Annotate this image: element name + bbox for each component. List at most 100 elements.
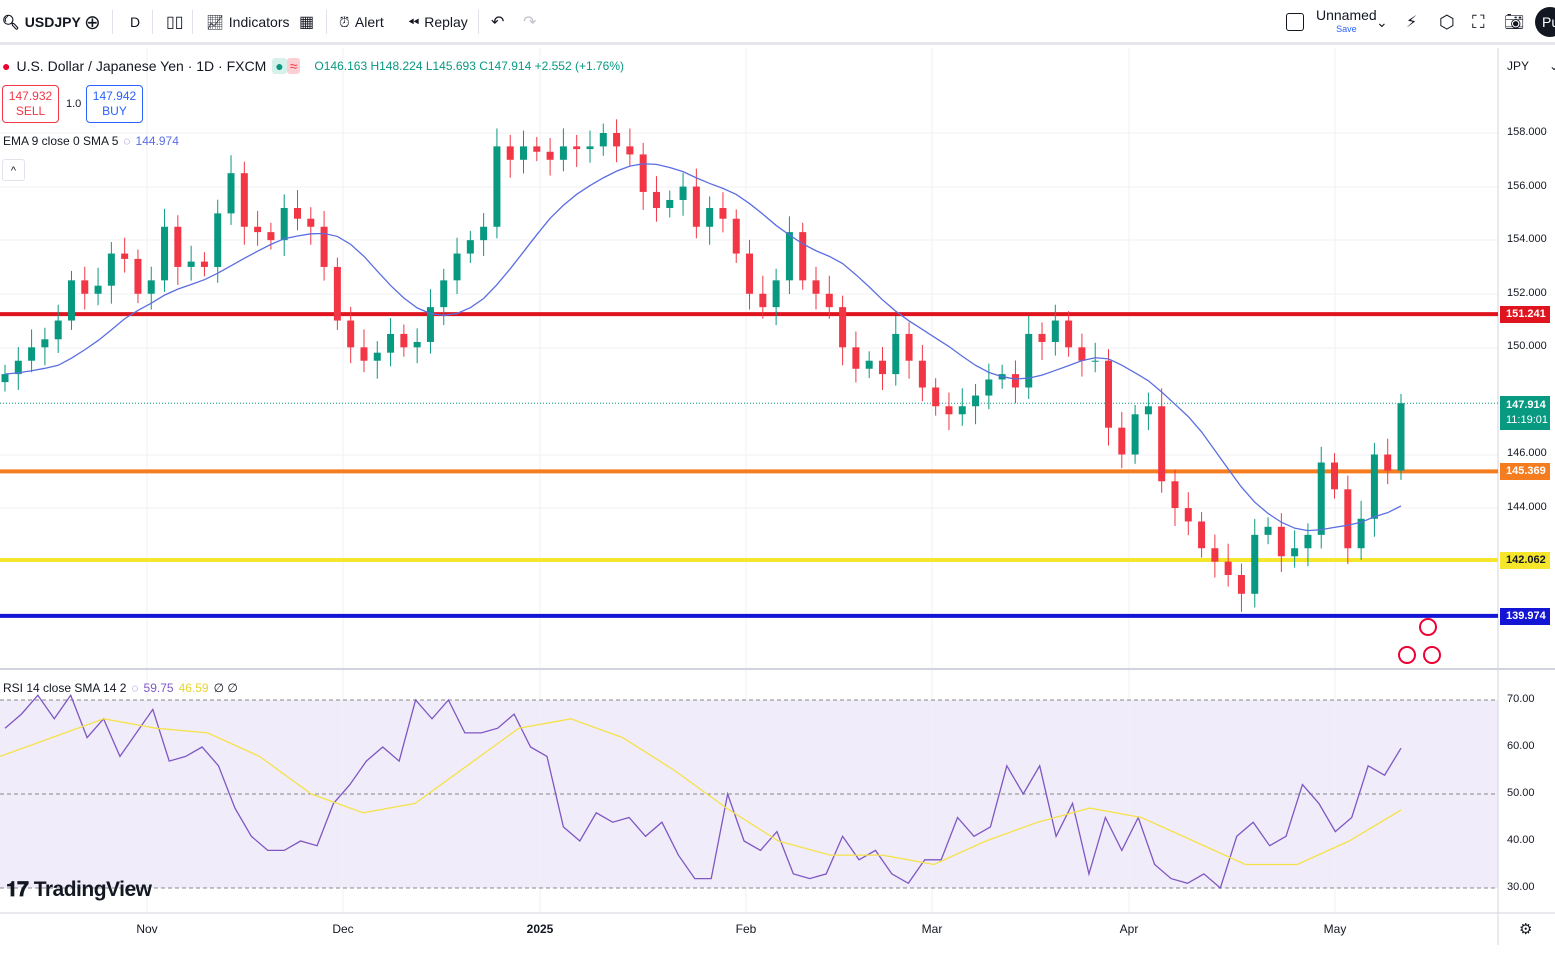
redo-icon[interactable]: ↷ [523, 14, 537, 31]
candles-chart-type-icon[interactable]: ▯▯ [166, 14, 184, 31]
rsi-legend[interactable]: RSI 14 close SMA 14 2 ◌ 59.75 46.59 ∅ ∅ [3, 681, 238, 695]
candle-body [1277, 526, 1285, 557]
candle-body [1370, 454, 1378, 519]
compare-add-icon[interactable]: ⊕ [84, 11, 101, 34]
candle-body [932, 387, 940, 407]
market-open-icon: ● [272, 58, 287, 74]
candle-body [905, 333, 913, 361]
templates-grid-icon[interactable]: ▦ [299, 14, 315, 31]
undo-icon[interactable]: ↶ [491, 14, 505, 31]
layout-checkbox[interactable] [1286, 0, 1304, 44]
candle-body [892, 333, 900, 375]
candle-body [719, 208, 727, 219]
candle-body [759, 293, 767, 308]
candle-body [1237, 575, 1245, 594]
price-tick: 156.000 [1507, 179, 1547, 192]
square-icon [1286, 13, 1304, 31]
candle-body [347, 320, 355, 348]
candle-body [453, 253, 461, 281]
price-tick: 150.000 [1507, 340, 1547, 353]
ema-line [4, 163, 1402, 532]
candle-body [293, 208, 301, 219]
last-price-label: 147.914 11:19:01 [1500, 396, 1550, 430]
candle-body [1105, 360, 1113, 428]
rsi-tick: 70.00 [1507, 693, 1535, 705]
candle-body [1131, 414, 1139, 455]
search-icon: 🔍︎ [2, 13, 20, 30]
layout-name-button[interactable]: Unnamed Save [1316, 7, 1377, 34]
time-tick: Mar [921, 922, 943, 936]
candle-body [679, 186, 687, 200]
buy-button[interactable]: 147.942 BUY [86, 85, 143, 123]
economic-event-flag-icon [1419, 618, 1437, 636]
alert-button[interactable]: ⏰︎ Alert [339, 13, 384, 31]
candle-body [1198, 521, 1206, 549]
collapse-legend-button[interactable]: ^ [2, 159, 25, 181]
candle-body [493, 146, 501, 227]
candle-body [1171, 481, 1179, 509]
candle-body [958, 406, 966, 415]
settings-gear-icon[interactable]: ⚙ [1519, 921, 1533, 938]
candle-body [732, 218, 740, 254]
candle-body [1317, 462, 1325, 535]
symbol-legend: ● U.S. Dollar / Japanese Yen · 1D · FXCM… [2, 58, 624, 74]
replay-button[interactable]: ⏪︎ Replay [408, 13, 468, 31]
candle-body [852, 347, 860, 369]
candle-body [613, 133, 621, 147]
rsi-sma-line [0, 718, 1402, 866]
interval-button[interactable]: D [130, 14, 141, 30]
candle-body [67, 280, 75, 321]
level-price-label: 145.369 [1500, 463, 1550, 481]
candle-body [147, 280, 155, 294]
delayed-icon: ≈ [286, 58, 301, 74]
ema-legend[interactable]: EMA 9 close 0 SMA 5 ◌ 144.974 [3, 134, 179, 148]
currency-selector[interactable]: JPY ⌄ [1507, 59, 1555, 73]
candle-body [440, 280, 448, 308]
candle-body [413, 341, 421, 348]
candle-body [1344, 489, 1352, 549]
candle-body [918, 360, 926, 388]
quick-search-icon[interactable]: ⚡︎ [1406, 14, 1418, 31]
chevron-down-icon[interactable]: ⌄ [1376, 13, 1388, 30]
candle-body [240, 173, 248, 227]
rsi-tick: 50.00 [1507, 787, 1535, 799]
candle-body [174, 226, 182, 267]
candle-body [1331, 462, 1339, 490]
candle-body [1091, 360, 1099, 362]
candle-body [799, 232, 807, 281]
symbol-title: U.S. Dollar / Japanese Yen · 1D · FXCM [16, 58, 267, 74]
settings-icon[interactable]: ⬡ [1439, 11, 1455, 32]
rsi-tick: 40.00 [1507, 834, 1535, 846]
candle-body [320, 226, 328, 267]
candle-body [533, 146, 541, 152]
candle-body [280, 208, 288, 241]
sell-button[interactable]: 147.932 SELL [2, 85, 59, 123]
candle-body [1051, 320, 1059, 342]
candle-body [267, 232, 275, 241]
candle-body [187, 261, 195, 267]
candle-body [1, 374, 9, 383]
level-price-label: 142.062 [1500, 551, 1550, 569]
candle-body [94, 285, 102, 294]
time-tick: 2025 [526, 922, 554, 936]
price-tick: 146.000 [1507, 447, 1547, 460]
indicators-button[interactable]: 📈︎ Indicators [206, 13, 290, 31]
camera-icon[interactable]: 📷︎ [1504, 14, 1525, 31]
publish-button[interactable]: Pu [1535, 7, 1555, 37]
candle-body [1025, 333, 1033, 388]
candle-body [1211, 548, 1219, 562]
candle-body [666, 199, 674, 209]
alarm-clock-icon: ⏰︎ [339, 13, 350, 30]
candle-body [772, 280, 780, 308]
symbol-search-button[interactable]: 🔍︎ USDJPY [2, 13, 81, 31]
candle-body [1224, 561, 1232, 576]
candle-body [333, 266, 341, 321]
candle-body [1251, 534, 1259, 594]
fullscreen-icon[interactable]: ⛶ [1472, 11, 1485, 32]
candle-body [1065, 320, 1073, 348]
rsi-line [4, 693, 1402, 890]
candle-body [1304, 534, 1312, 549]
candle-body [1291, 548, 1299, 557]
candle-body [466, 240, 474, 254]
